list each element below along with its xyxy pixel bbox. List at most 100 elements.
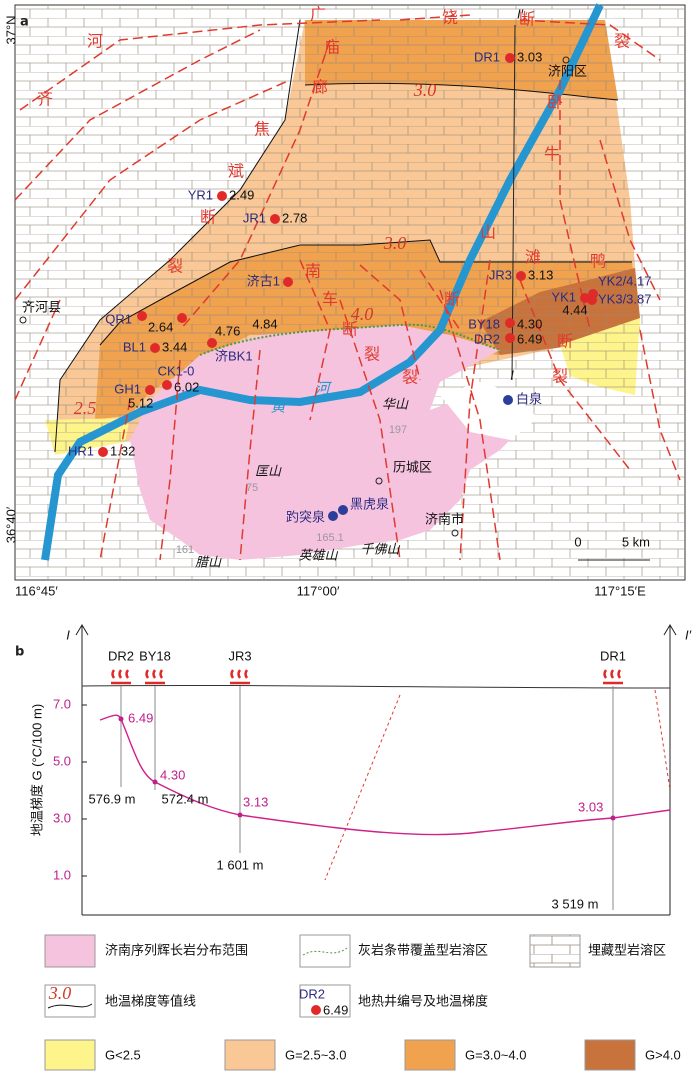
hot-spring bbox=[603, 669, 623, 685]
label: 4.76 bbox=[215, 323, 240, 338]
label: DR2 bbox=[474, 331, 500, 346]
label: 165.1 bbox=[316, 532, 344, 544]
label: 趵突泉 bbox=[286, 509, 325, 524]
fault bbox=[639, 329, 681, 481]
contour-line bbox=[304, 82, 619, 101]
label: 埋藏型岩溶区 bbox=[588, 942, 666, 957]
label: 3.13 bbox=[528, 267, 553, 282]
label: 断 bbox=[200, 208, 216, 227]
fault bbox=[419, 269, 461, 331]
label: 117°15′E bbox=[594, 583, 646, 598]
label: 2.49 bbox=[229, 187, 254, 202]
label: CK1-0 bbox=[158, 363, 195, 378]
label: 36°40′ bbox=[3, 506, 18, 543]
label: JR3 bbox=[489, 267, 512, 282]
fault bbox=[179, 39, 331, 331]
label: 6.49 bbox=[128, 710, 153, 725]
contour-line bbox=[99, 239, 632, 346]
label: I′ bbox=[517, 6, 524, 21]
label: 英雄山 bbox=[298, 547, 338, 562]
well bbox=[98, 447, 108, 457]
legend-swatch bbox=[44, 934, 96, 968]
fault bbox=[359, 264, 421, 381]
place-symbol bbox=[19, 316, 27, 324]
label: 572.4 m bbox=[162, 791, 209, 806]
spring bbox=[338, 505, 348, 515]
label: YK2/4.17 bbox=[598, 273, 652, 288]
legend-swatch bbox=[404, 1039, 456, 1071]
label: 4.30 bbox=[160, 767, 185, 782]
label: 黄 bbox=[270, 398, 287, 415]
label: 4.84 bbox=[252, 316, 277, 331]
label: 0 bbox=[574, 534, 581, 549]
fault bbox=[399, 14, 471, 21]
label: BY18 bbox=[468, 316, 500, 331]
label: 4.44 bbox=[562, 302, 587, 317]
fault bbox=[14, 79, 291, 301]
label: 济南序列辉长岩分布范围 bbox=[105, 942, 248, 957]
legend-well bbox=[311, 1005, 321, 1015]
label: 裂 bbox=[552, 367, 568, 386]
label: 黑虎泉 bbox=[350, 496, 389, 511]
hot-spring bbox=[145, 669, 165, 685]
label: 3 519 m bbox=[552, 896, 599, 911]
well bbox=[270, 214, 280, 224]
label: 2.78 bbox=[282, 210, 307, 225]
label: 裂 bbox=[364, 345, 380, 364]
label: G>4.0 bbox=[645, 1047, 681, 1062]
well bbox=[150, 343, 160, 353]
label: 5.0 bbox=[53, 753, 71, 768]
label: 齐河县 bbox=[22, 299, 61, 314]
fault bbox=[459, 259, 491, 561]
label: JR3 bbox=[228, 648, 251, 663]
label: 3.0 bbox=[48, 983, 72, 1003]
label: 地热井编号及地温梯度 bbox=[358, 993, 488, 1008]
label: G=3.0~4.0 bbox=[465, 1047, 526, 1062]
spring bbox=[328, 511, 338, 521]
label: BL1 bbox=[123, 339, 146, 354]
label: I′ bbox=[685, 627, 692, 642]
fault bbox=[159, 359, 181, 561]
label: 河 bbox=[87, 32, 103, 51]
gradient-point bbox=[237, 812, 243, 818]
label: 裂 bbox=[167, 257, 183, 276]
well bbox=[217, 191, 227, 201]
label: DR2 bbox=[108, 648, 134, 663]
label: 焦 bbox=[254, 120, 270, 139]
place-symbol bbox=[451, 529, 459, 537]
contour-line bbox=[54, 19, 301, 453]
label: 济BK1 bbox=[215, 348, 253, 363]
label: 3.44 bbox=[162, 339, 187, 354]
label: 断 bbox=[557, 332, 573, 351]
label: 地温梯度等值线 bbox=[105, 993, 196, 1008]
well bbox=[505, 318, 515, 328]
label: DR2 bbox=[299, 986, 325, 1001]
fault bbox=[559, 80, 591, 331]
label: YK3/3.87 bbox=[598, 291, 652, 306]
legend-swatch bbox=[299, 934, 351, 968]
label: YR1 bbox=[188, 187, 213, 202]
well bbox=[162, 380, 172, 390]
well bbox=[207, 338, 217, 348]
label: 庙 bbox=[324, 38, 340, 57]
label: 斌 bbox=[228, 162, 244, 181]
label: 6.49 bbox=[323, 1002, 348, 1017]
covered-karst-edge bbox=[199, 323, 501, 356]
legend-swatch bbox=[529, 934, 581, 968]
label: 牛 bbox=[544, 145, 560, 164]
fault bbox=[339, 299, 401, 561]
label: 3.13 bbox=[243, 794, 268, 809]
place-symbol bbox=[562, 56, 570, 64]
label: 4.30 bbox=[517, 316, 542, 331]
legend-swatch bbox=[224, 1039, 276, 1071]
label: 断 bbox=[444, 290, 460, 309]
label: 裂 bbox=[402, 368, 418, 387]
label: 地温梯度 G (°C/100 m) bbox=[29, 704, 44, 836]
label: 197 bbox=[389, 424, 407, 436]
label: 河 bbox=[314, 380, 332, 397]
gradient-point bbox=[118, 716, 124, 722]
label: HR1 bbox=[68, 443, 94, 458]
label: 75 bbox=[246, 482, 258, 494]
label: 裂 bbox=[614, 32, 630, 51]
